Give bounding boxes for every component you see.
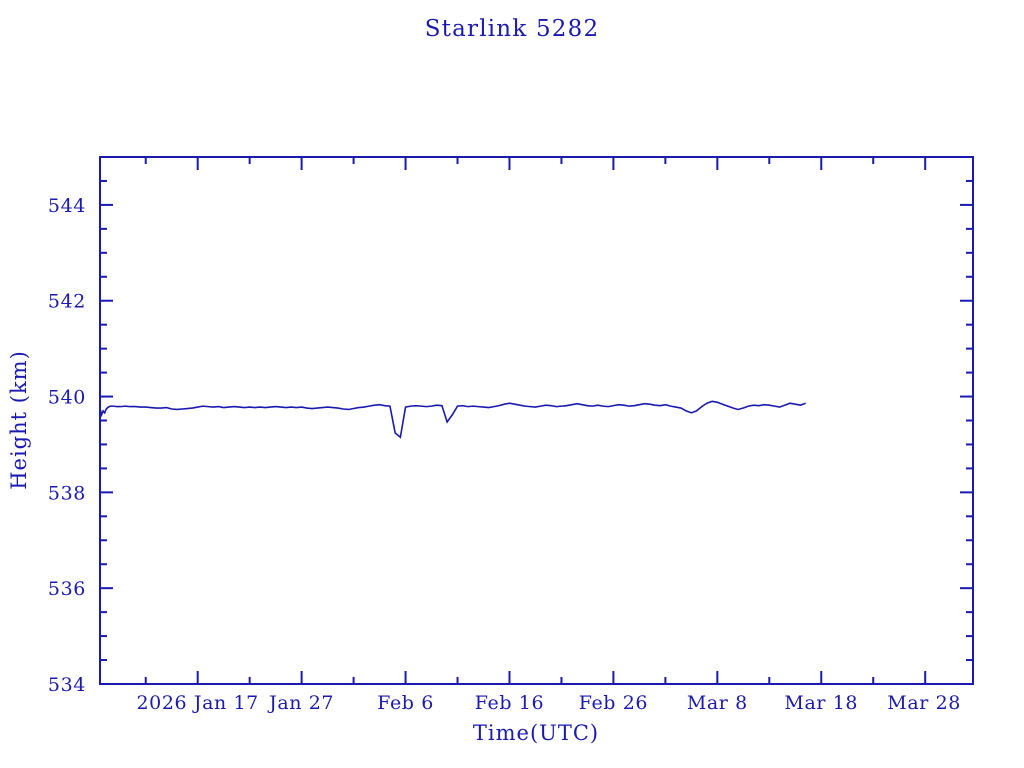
chart-title: Starlink 5282 xyxy=(424,16,600,42)
x-tick-label: Feb 26 xyxy=(579,692,648,714)
x-tick-label: 2026 Jan 17 xyxy=(136,692,258,714)
x-axis-title: Time(UTC) xyxy=(473,721,599,745)
y-axis-ticks xyxy=(100,156,973,685)
y-tick-label: 534 xyxy=(48,674,86,696)
y-axis-tick-labels: 534 536 538 540 542 544 xyxy=(48,195,86,696)
y-axis-title: Height (km) xyxy=(7,350,31,490)
y-tick-label: 542 xyxy=(48,291,86,313)
x-tick-label: Mar 18 xyxy=(784,692,858,714)
plot-frame xyxy=(99,156,974,685)
x-axis-ticks xyxy=(144,157,927,684)
x-tick-label: Feb 16 xyxy=(475,692,544,714)
x-axis-tick-labels: 2026 Jan 17 Jan 27 Feb 6 Feb 16 Feb 26 Mar 8 M… xyxy=(136,692,960,714)
data-series-group xyxy=(99,400,806,439)
x-tick-label: Jan 27 xyxy=(267,692,334,714)
data-line xyxy=(99,400,806,439)
plot-frame-rect xyxy=(99,156,974,685)
y-tick-label: 536 xyxy=(48,578,86,600)
x-tick-label: Mar 28 xyxy=(887,692,961,714)
y-tick-label: 538 xyxy=(48,482,86,504)
x-tick-label: Mar 8 xyxy=(687,692,748,714)
y-tick-label: 540 xyxy=(48,387,86,409)
x-tick-label: Feb 6 xyxy=(377,692,434,714)
y-tick-label: 544 xyxy=(48,195,86,217)
